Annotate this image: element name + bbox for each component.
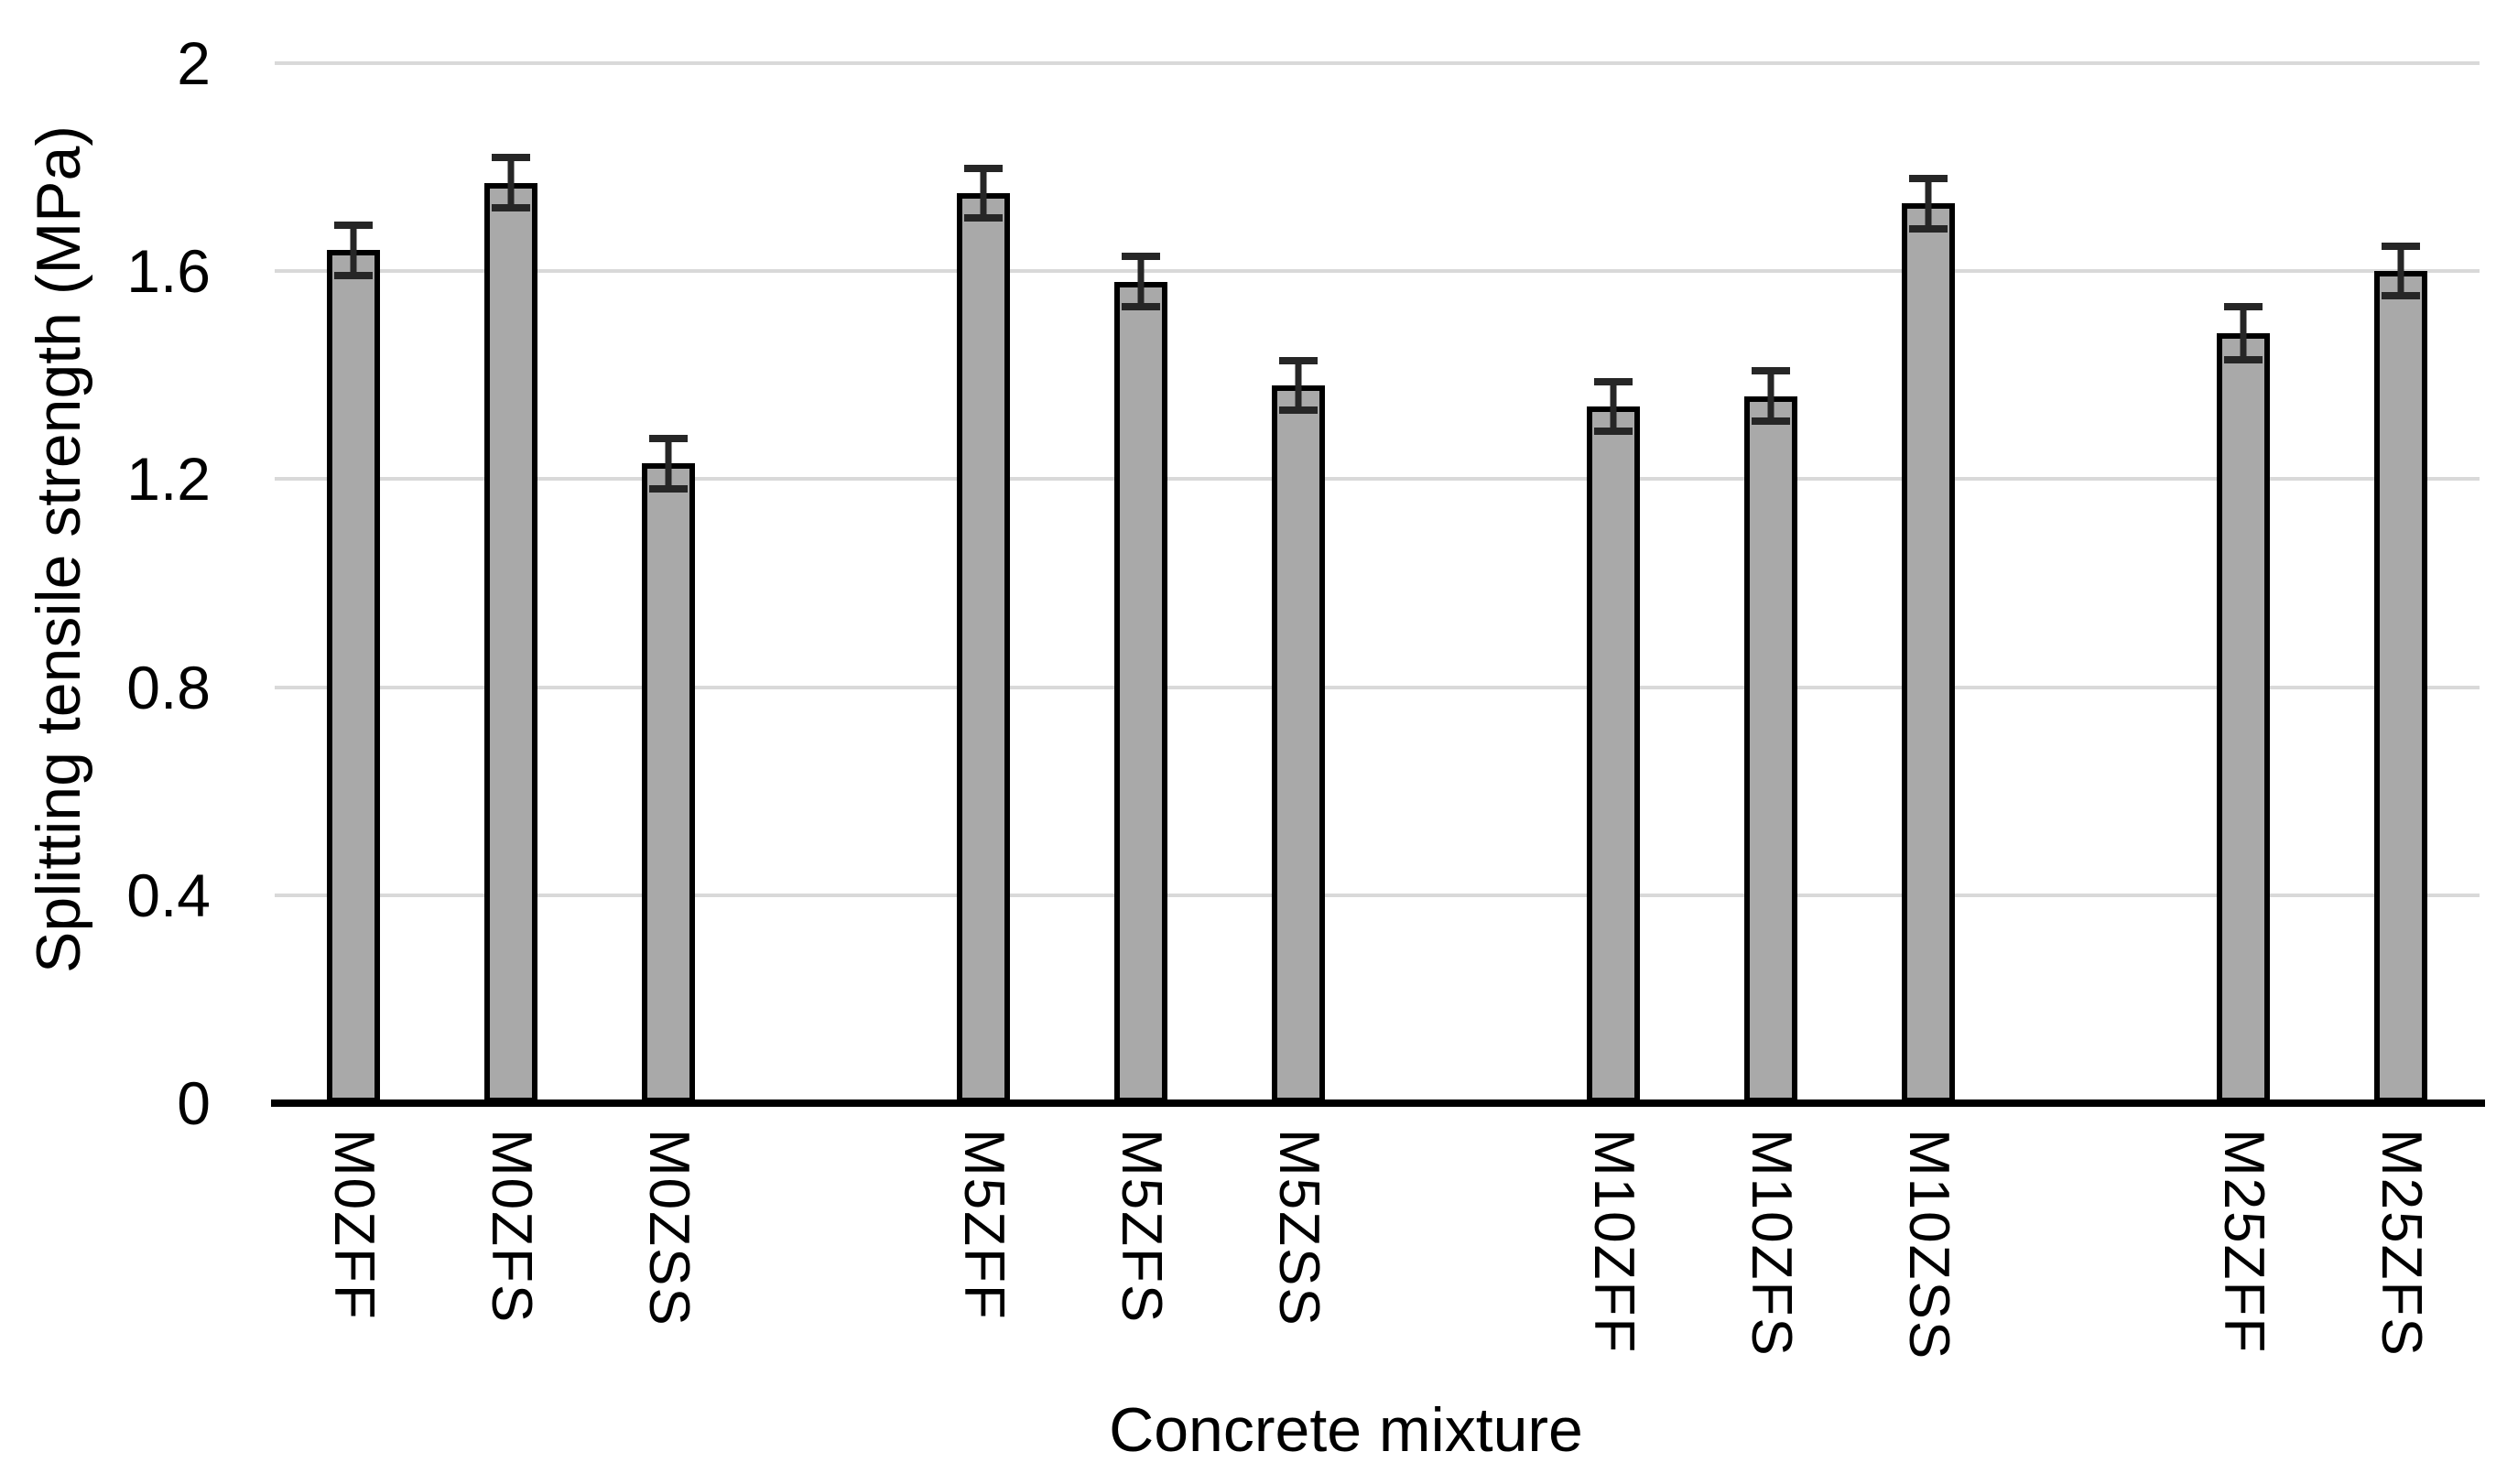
- x-tick-label-M0ZSS: M0ZSS: [637, 1129, 700, 1327]
- gridline-0.4: [275, 893, 2480, 897]
- error-bar-M25ZFF: [2224, 303, 2263, 364]
- error-bar-M10ZFS: [1752, 367, 1790, 425]
- bar-M10ZSS: [1902, 203, 1955, 1103]
- x-tick-label-M5ZFS: M5ZFS: [1110, 1129, 1173, 1325]
- x-axis-line: [271, 1099, 2485, 1107]
- error-bar-part: [334, 271, 373, 279]
- error-bar-part: [2397, 242, 2404, 300]
- x-tick-label-M10ZFF: M10ZFF: [1582, 1129, 1645, 1355]
- y-tick-label-0.8: 0.8: [126, 653, 211, 721]
- error-bar-part: [2382, 242, 2420, 250]
- y-tick-label-1.6: 1.6: [126, 237, 211, 306]
- error-bar-part: [964, 214, 1003, 222]
- gridline-0.8: [275, 685, 2480, 689]
- error-bar-part: [649, 484, 688, 493]
- bar-M10ZFS: [1744, 395, 1797, 1103]
- error-bar-part: [1925, 175, 1932, 233]
- y-axis-title: Splitting tensile strength (MPa): [24, 125, 93, 973]
- x-tick-label-M0ZFS: M0ZFS: [480, 1129, 543, 1325]
- error-bar-part: [649, 435, 688, 443]
- error-bar-part: [2224, 303, 2263, 311]
- error-bar-M5ZFF: [964, 164, 1003, 222]
- error-bar-M5ZFS: [1122, 253, 1160, 310]
- error-bar-M0ZFF: [334, 222, 373, 279]
- bar-M25ZFS: [2374, 271, 2427, 1103]
- error-bar-part: [492, 203, 530, 211]
- x-axis-title: Concrete mixture: [1109, 1395, 1583, 1465]
- x-tick-label-M25ZFF: M25ZFF: [2212, 1129, 2275, 1355]
- bar-M0ZSS: [642, 463, 695, 1103]
- error-bar-M5ZSS: [1279, 356, 1318, 415]
- error-bar-part: [1122, 302, 1160, 310]
- y-tick-label-2: 2: [177, 29, 211, 97]
- error-bar-part: [1279, 356, 1318, 364]
- error-bar-M0ZSS: [649, 435, 688, 493]
- error-bar-part: [1752, 417, 1790, 425]
- x-tick-label-M10ZSS: M10ZSS: [1897, 1129, 1960, 1361]
- error-bar-M0ZFS: [492, 154, 530, 211]
- error-bar-part: [1279, 406, 1318, 415]
- x-tick-label-M5ZSS: M5ZSS: [1267, 1129, 1330, 1327]
- error-bar-part: [1594, 377, 1633, 385]
- x-tick-label-M0ZFF: M0ZFF: [322, 1129, 385, 1321]
- bar-M5ZFS: [1114, 281, 1167, 1103]
- x-tick-label-M10ZFS: M10ZFS: [1740, 1129, 1803, 1358]
- error-bar-part: [964, 164, 1003, 172]
- y-tick-label-0: 0: [177, 1069, 211, 1137]
- error-bar-part: [350, 222, 357, 279]
- error-bar-part: [1137, 253, 1145, 310]
- error-bar-part: [1909, 175, 1948, 183]
- error-bar-M25ZFS: [2382, 242, 2420, 300]
- error-bar-part: [507, 154, 515, 211]
- gridline-2: [275, 61, 2480, 65]
- x-tick-label-M25ZFS: M25ZFS: [2370, 1129, 2433, 1358]
- error-bar-M10ZSS: [1909, 175, 1948, 233]
- y-tick-label-1.2: 1.2: [126, 445, 211, 514]
- error-bar-part: [1752, 367, 1790, 375]
- bar-M5ZSS: [1272, 385, 1325, 1103]
- bar-M0ZFS: [484, 182, 537, 1103]
- error-bar-part: [665, 435, 672, 493]
- error-bar-part: [980, 164, 987, 222]
- gridline-1.2: [275, 477, 2480, 482]
- error-bar-part: [1295, 356, 1302, 415]
- bar-M0ZFF: [327, 250, 380, 1103]
- x-tick-label-M5ZFF: M5ZFF: [952, 1129, 1015, 1321]
- y-tick-label-0.4: 0.4: [126, 861, 211, 929]
- error-bar-M10ZFF: [1594, 377, 1633, 436]
- bar-M5ZFF: [957, 193, 1010, 1103]
- error-bar-part: [1594, 428, 1633, 436]
- error-bar-part: [492, 154, 530, 162]
- gridline-1.6: [275, 269, 2480, 274]
- error-bar-part: [1610, 377, 1617, 436]
- error-bar-part: [334, 222, 373, 230]
- error-bar-part: [1909, 224, 1948, 233]
- error-bar-part: [1122, 253, 1160, 261]
- error-bar-part: [2224, 356, 2263, 364]
- error-bar-part: [2240, 303, 2247, 364]
- error-bar-part: [2382, 292, 2420, 300]
- bar-M25ZFF: [2217, 333, 2270, 1103]
- bar-M10ZFF: [1587, 406, 1640, 1103]
- error-bar-part: [1767, 367, 1774, 425]
